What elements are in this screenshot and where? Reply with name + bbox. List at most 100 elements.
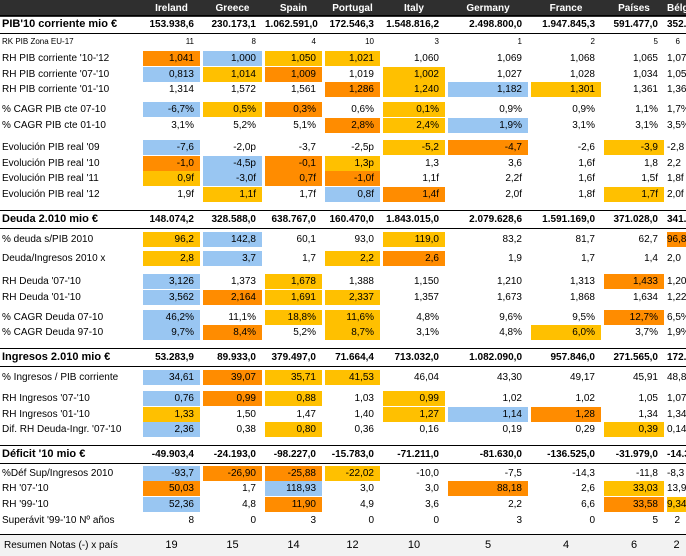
total-cell: 2.498.800,0 bbox=[469, 19, 522, 30]
total-cell: 1.591.169,0 bbox=[542, 214, 595, 225]
data-cell: 2,2 bbox=[508, 499, 522, 510]
footer-score: 12 bbox=[346, 539, 359, 551]
data-cell: 5 bbox=[653, 37, 658, 46]
data-cell: 1,1f bbox=[422, 173, 439, 184]
table-row: % CAGR PIB cte 01-10 3,1% 5,2% 5,1% 2,8% 2,4%… bbox=[0, 117, 686, 134]
total-cell: 638.767,0 bbox=[271, 214, 317, 225]
data-cell: 11 bbox=[185, 37, 194, 46]
data-cell: 2,2 bbox=[667, 158, 681, 169]
section-title-underline-3 bbox=[0, 463, 686, 464]
data-cell: 1,7 bbox=[302, 253, 316, 264]
row-label: %Déf Sup/Ingresos 2010 bbox=[2, 468, 114, 479]
total-cell: 71.664,4 bbox=[335, 352, 374, 363]
total-cell: 172.546,3 bbox=[329, 19, 375, 30]
data-cell: 4,8% bbox=[499, 327, 522, 338]
footer-score: 6 bbox=[630, 539, 638, 551]
data-cell: 1,34 bbox=[638, 409, 658, 420]
row-label: RH Ingresos '01-'10 bbox=[2, 409, 90, 420]
data-cell: 4 bbox=[311, 37, 316, 46]
row-label: Evolución PIB real '11 bbox=[2, 173, 99, 184]
data-cell: 0,80 bbox=[265, 422, 322, 437]
section-title-row-0: PIB'10 corriente mio € 153.938,6 230.173,1… bbox=[0, 16, 686, 33]
data-cell: 1,47 bbox=[296, 409, 316, 420]
table-row: RH '99-'10 52,36 4,8 11,90 4,9 3,6 2,2 6,6 33,58… bbox=[0, 496, 686, 513]
data-cell: 2,6 bbox=[383, 251, 445, 266]
data-cell: 8 bbox=[251, 37, 256, 46]
data-cell: 3,7% bbox=[635, 327, 658, 338]
data-cell: 118,93 bbox=[265, 481, 322, 496]
data-cell: -7,6 bbox=[143, 140, 200, 155]
data-cell: 1,02 bbox=[502, 393, 522, 404]
data-cell: 1,673 bbox=[496, 292, 522, 303]
total-cell: 1.548.816,2 bbox=[386, 19, 439, 30]
data-cell: -0,1 bbox=[265, 156, 322, 171]
data-cell: -3,7 bbox=[298, 142, 316, 153]
data-cell: 1,8 bbox=[644, 158, 658, 169]
data-cell: 1,053 bbox=[667, 69, 686, 80]
data-cell: -11,8 bbox=[635, 468, 658, 479]
data-cell: 4,8 bbox=[242, 499, 256, 510]
row-label: % CAGR PIB cte 07-10 bbox=[2, 104, 106, 115]
data-cell: 43,30 bbox=[496, 372, 522, 383]
total-cell: -14.355,3 bbox=[667, 449, 686, 460]
footer-score: 15 bbox=[226, 539, 239, 551]
country-header-0: Ireland bbox=[155, 3, 188, 14]
row-label: Evolución PIB real '12 bbox=[2, 189, 100, 200]
total-cell: -24.193,0 bbox=[213, 449, 256, 460]
data-cell: 10 bbox=[365, 37, 374, 46]
data-cell: -22,02 bbox=[325, 466, 380, 481]
section-title-underline-0 bbox=[0, 33, 686, 34]
section-divider-0 bbox=[0, 15, 686, 16]
data-cell: 1,002 bbox=[383, 67, 445, 82]
data-cell: 46,2% bbox=[143, 310, 200, 325]
data-cell: 3 bbox=[516, 515, 522, 526]
data-cell: 1,050 bbox=[265, 51, 322, 66]
data-cell: 1,021 bbox=[325, 51, 380, 66]
data-cell: 96,8 bbox=[667, 232, 686, 247]
table-row: RH Ingresos '01-'10 1,33 1,50 1,47 1,40 1,27 1… bbox=[0, 406, 686, 423]
data-cell: 1,561 bbox=[290, 84, 316, 95]
data-cell: -2,0p bbox=[233, 142, 256, 153]
data-cell: 1,33 bbox=[143, 407, 200, 422]
row-label: Deuda/Ingresos 2010 x bbox=[2, 253, 106, 264]
data-cell: 1,4f bbox=[383, 187, 445, 202]
data-cell: 1,313 bbox=[569, 276, 595, 287]
data-cell: 1,7 bbox=[581, 253, 595, 264]
data-cell: 1,314 bbox=[168, 84, 194, 95]
data-cell: 2,6 bbox=[581, 483, 595, 494]
data-cell: 34,61 bbox=[143, 370, 200, 385]
data-cell: 2,8% bbox=[325, 118, 380, 133]
data-cell: 0,813 bbox=[143, 67, 200, 82]
section-title-row-2: Ingresos 2.010 mio € 53.283,9 89.933,0 379.… bbox=[0, 349, 686, 366]
total-cell: 328.588,0 bbox=[211, 214, 257, 225]
table-row: Evolución PIB real '12 1,9f 1,1f 1,7f 0,8f 1,… bbox=[0, 186, 686, 203]
data-cell: 9,7% bbox=[143, 325, 200, 340]
data-cell: 1,041 bbox=[143, 51, 200, 66]
data-cell: 1,8f bbox=[667, 173, 684, 184]
data-cell: 3,6 bbox=[508, 158, 522, 169]
footer-score: 19 bbox=[165, 539, 178, 551]
total-cell: 957.846,0 bbox=[550, 352, 596, 363]
section-title-underline-1 bbox=[0, 228, 686, 229]
row-label: RH Ingresos '07-'10 bbox=[2, 393, 90, 404]
table-row: Evolución PIB real '09 -7,6 -2,0p -3,7 -2,5p… bbox=[0, 139, 686, 156]
data-cell: 6,5% bbox=[667, 312, 686, 323]
data-cell: 1,7 bbox=[242, 483, 256, 494]
data-cell: -8,3 bbox=[667, 468, 685, 479]
data-cell: 1,7f bbox=[299, 189, 316, 200]
data-cell: 3 bbox=[310, 515, 316, 526]
data-cell: 0,76 bbox=[143, 391, 200, 406]
data-cell: 6 bbox=[675, 37, 680, 46]
footer-score: 10 bbox=[407, 539, 421, 551]
data-cell: -10,0 bbox=[416, 468, 439, 479]
data-cell: -2,5p bbox=[351, 142, 374, 153]
row-label: % Ingresos / PIB corriente bbox=[2, 372, 119, 383]
data-cell: 33,58 bbox=[604, 497, 664, 512]
total-cell: 713.032,0 bbox=[394, 352, 440, 363]
data-cell: 0,1% bbox=[383, 102, 445, 117]
total-cell: 271.565,0 bbox=[613, 352, 659, 363]
data-cell: 49,17 bbox=[569, 372, 595, 383]
data-cell: 1,433 bbox=[604, 274, 664, 289]
data-cell: 1,691 bbox=[265, 290, 322, 305]
data-cell: 2 bbox=[590, 37, 595, 46]
